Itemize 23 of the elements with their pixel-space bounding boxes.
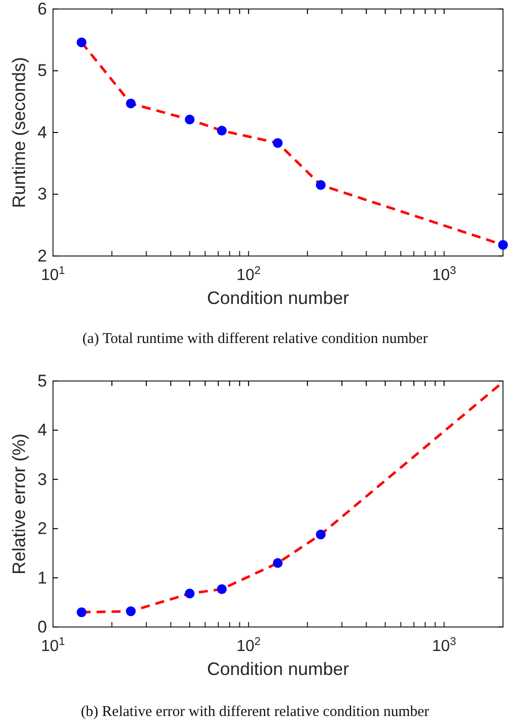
y-tick-label: 5	[38, 61, 47, 80]
text: (a) Total runtime with different relative condition number	[82, 331, 428, 347]
y-axis-title: Relative error (%)	[9, 433, 29, 575]
x-tick-label: 10$^{1}$	[40, 265, 66, 284]
y-tick-label: 2	[38, 246, 47, 266]
y-tick-label: 2	[38, 519, 47, 538]
y-axis-title: Runtime (seconds)	[9, 56, 29, 208]
text: (b) Relative error with different relative condition number	[80, 704, 430, 720]
x-tick-label: 10$^{2}$	[236, 265, 261, 284]
y-tick-label: 4	[38, 122, 47, 142]
y-tick-label: 1	[38, 568, 47, 588]
y-tick-label: 5	[38, 371, 47, 390]
y-tick-label: 6	[38, 0, 47, 18]
y-tick-label: 0	[38, 617, 47, 636]
x-tick-label: 10$^{2}$	[236, 636, 261, 655]
x-axis-title: Condition number	[206, 659, 350, 679]
x-tick-label: 10$^{3}$	[432, 636, 456, 655]
x-axis-title: Condition number	[206, 288, 350, 308]
x-tick-label: 10$^{1}$	[40, 636, 66, 655]
x-tick-label: 10$^{3}$	[432, 265, 456, 284]
y-tick-label: 4	[38, 420, 47, 440]
y-tick-label: 3	[38, 470, 47, 489]
y-tick-label: 3	[38, 184, 47, 204]
